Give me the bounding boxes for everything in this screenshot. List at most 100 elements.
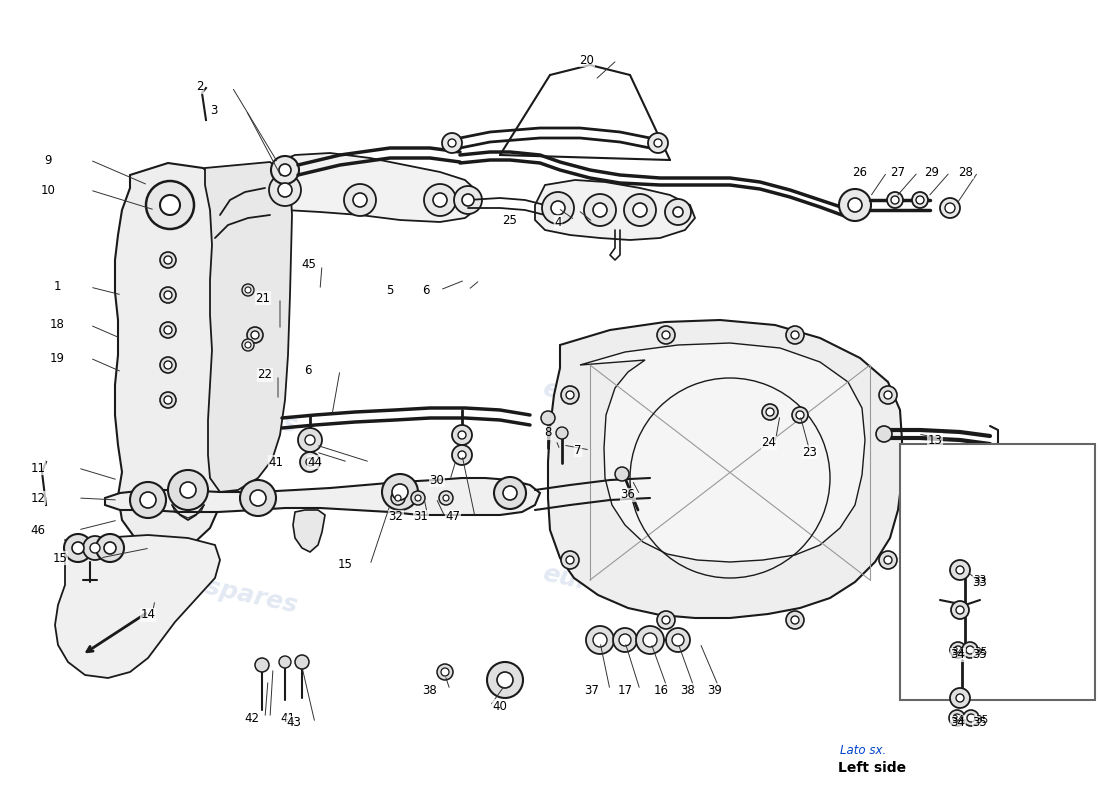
Circle shape	[791, 331, 799, 339]
Circle shape	[657, 611, 675, 629]
Text: 12: 12	[31, 491, 45, 505]
Circle shape	[912, 192, 928, 208]
Circle shape	[657, 326, 675, 344]
Circle shape	[240, 480, 276, 516]
Circle shape	[251, 331, 258, 339]
Circle shape	[879, 386, 896, 404]
Circle shape	[672, 634, 684, 646]
Circle shape	[949, 710, 965, 726]
Circle shape	[448, 139, 456, 147]
Circle shape	[433, 193, 447, 207]
Circle shape	[556, 427, 568, 439]
Circle shape	[382, 474, 418, 510]
Circle shape	[673, 207, 683, 217]
Circle shape	[632, 203, 647, 217]
Text: 47: 47	[446, 510, 461, 523]
Circle shape	[295, 655, 309, 669]
Circle shape	[164, 291, 172, 299]
Circle shape	[250, 490, 266, 506]
Circle shape	[279, 656, 292, 668]
Circle shape	[916, 196, 924, 204]
Circle shape	[967, 714, 975, 722]
Text: 40: 40	[493, 699, 507, 713]
Circle shape	[636, 626, 664, 654]
Text: 5: 5	[386, 283, 394, 297]
Circle shape	[160, 287, 176, 303]
Circle shape	[411, 491, 425, 505]
Text: 21: 21	[255, 291, 271, 305]
Circle shape	[966, 646, 974, 654]
Circle shape	[950, 688, 970, 708]
Circle shape	[619, 634, 631, 646]
Polygon shape	[535, 180, 695, 240]
Circle shape	[613, 628, 637, 652]
Circle shape	[945, 203, 955, 213]
Text: 34: 34	[952, 647, 965, 657]
Text: 29: 29	[924, 166, 939, 178]
Text: 46: 46	[31, 523, 45, 537]
Circle shape	[954, 646, 962, 654]
Circle shape	[876, 426, 892, 442]
Text: 30: 30	[430, 474, 444, 486]
Circle shape	[454, 186, 482, 214]
Circle shape	[956, 566, 964, 574]
Circle shape	[766, 408, 774, 416]
Text: 10: 10	[41, 183, 55, 197]
Circle shape	[452, 425, 472, 445]
Circle shape	[593, 633, 607, 647]
Text: 1: 1	[53, 281, 60, 294]
Circle shape	[566, 391, 574, 399]
Polygon shape	[548, 320, 902, 618]
Text: 35: 35	[972, 715, 988, 729]
Circle shape	[654, 139, 662, 147]
Circle shape	[503, 486, 517, 500]
Circle shape	[494, 477, 526, 509]
Text: eurospares: eurospares	[540, 377, 700, 433]
Text: 7: 7	[574, 443, 582, 457]
Circle shape	[662, 616, 670, 624]
Circle shape	[164, 256, 172, 264]
Circle shape	[487, 662, 522, 698]
Circle shape	[242, 339, 254, 351]
Polygon shape	[55, 535, 220, 678]
Polygon shape	[116, 163, 232, 550]
Circle shape	[344, 184, 376, 216]
Circle shape	[458, 431, 466, 439]
Text: 39: 39	[707, 683, 723, 697]
Text: 38: 38	[681, 683, 695, 697]
Circle shape	[278, 183, 292, 197]
Circle shape	[82, 536, 107, 560]
Text: 34: 34	[952, 715, 965, 725]
Circle shape	[956, 606, 964, 614]
Bar	[900, 444, 1094, 700]
Circle shape	[90, 543, 100, 553]
Text: 14: 14	[141, 609, 155, 622]
Polygon shape	[205, 162, 292, 492]
Text: 23: 23	[803, 446, 817, 458]
Text: 8: 8	[544, 426, 552, 439]
Text: 27: 27	[891, 166, 905, 178]
Text: 4: 4	[554, 215, 562, 229]
Text: 43: 43	[287, 717, 301, 730]
Circle shape	[956, 694, 964, 702]
Circle shape	[950, 642, 966, 658]
Text: 34: 34	[950, 649, 966, 662]
Text: 31: 31	[414, 510, 428, 523]
Circle shape	[168, 470, 208, 510]
Text: 44: 44	[308, 455, 322, 469]
Circle shape	[786, 611, 804, 629]
Circle shape	[644, 633, 657, 647]
Circle shape	[271, 156, 299, 184]
Circle shape	[662, 331, 670, 339]
Text: 45: 45	[301, 258, 317, 271]
Polygon shape	[293, 510, 324, 552]
Circle shape	[541, 411, 556, 425]
Circle shape	[561, 386, 579, 404]
Circle shape	[584, 194, 616, 226]
Text: eurospares: eurospares	[540, 562, 700, 618]
Text: 18: 18	[50, 318, 65, 331]
Circle shape	[940, 198, 960, 218]
Circle shape	[392, 484, 408, 500]
Circle shape	[952, 601, 969, 619]
Circle shape	[298, 428, 322, 452]
